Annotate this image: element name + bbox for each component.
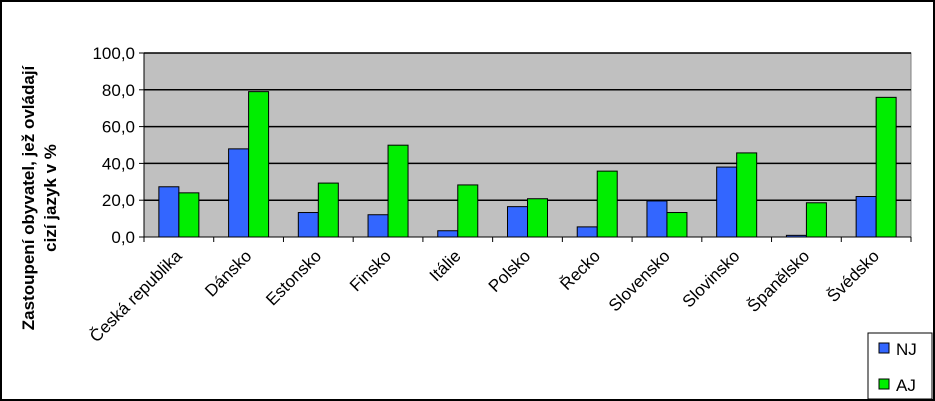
bar-nj xyxy=(158,186,180,238)
bar-aj xyxy=(666,212,688,238)
y-axis-title-line2: cizí jazyk v % xyxy=(41,144,60,252)
bar-aj xyxy=(736,152,758,238)
bar-aj xyxy=(387,144,409,238)
bar-aj xyxy=(527,198,548,238)
bar-nj xyxy=(855,196,877,238)
bar-nj xyxy=(576,226,598,238)
bar-nj xyxy=(367,214,389,238)
legend-swatch-aj xyxy=(878,378,890,390)
y-tick-label: 80,0 xyxy=(102,81,135,100)
legend-label-nj: NJ xyxy=(896,340,917,359)
bar-aj xyxy=(457,184,479,238)
bar-nj xyxy=(228,148,250,238)
y-tick-label: 60,0 xyxy=(102,118,135,137)
bar-nj xyxy=(646,200,668,238)
bars xyxy=(158,91,897,238)
bar-aj xyxy=(178,192,200,238)
legend: NJ AJ xyxy=(867,332,933,400)
bar-nj xyxy=(507,206,528,238)
bar-nj xyxy=(297,212,319,238)
y-tick-label: 0,0 xyxy=(111,228,135,247)
legend-swatch-nj xyxy=(878,342,890,354)
y-tick-label: 20,0 xyxy=(102,191,135,210)
bar-nj xyxy=(437,230,459,238)
grid-lines xyxy=(144,52,911,201)
y-tick-label: 100,0 xyxy=(92,44,135,63)
y-tick-label: 40,0 xyxy=(102,154,135,173)
bar-aj xyxy=(596,170,618,238)
y-axis-title-line1: Zastoupení obyvatel, jež ovládají xyxy=(19,64,38,330)
y-tick-labels: 0,0 20,0 40,0 60,0 80,0 100,0 xyxy=(92,44,135,247)
legend-label-aj: AJ xyxy=(896,376,916,395)
bar-aj xyxy=(248,91,270,238)
y-axis-title: Zastoupení obyvatel, jež ovládají cizí j… xyxy=(19,64,60,330)
bar-aj xyxy=(805,202,827,238)
bar-aj xyxy=(317,182,339,238)
axes xyxy=(139,52,912,242)
bar-nj xyxy=(716,166,738,238)
bar-aj xyxy=(875,96,897,238)
